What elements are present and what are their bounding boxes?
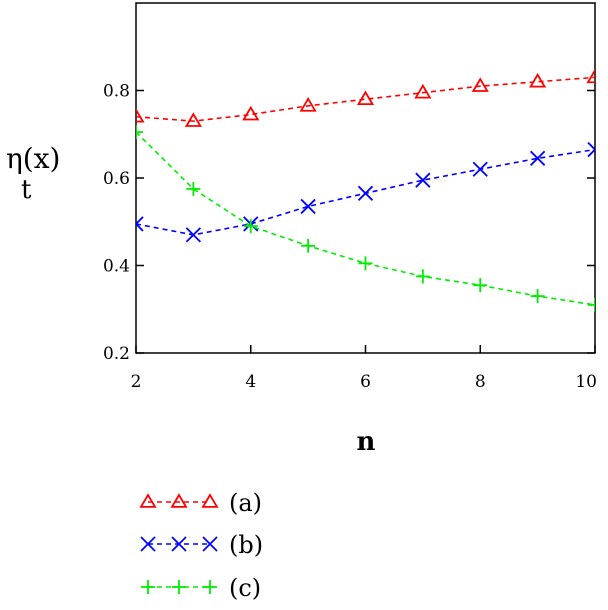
- y-axis-label: η(x): [6, 142, 60, 175]
- triangle-marker: [170, 493, 188, 508]
- data-point: [170, 493, 188, 508]
- data-point: [136, 125, 143, 140]
- data-point: [473, 278, 488, 293]
- legend: (a) (b) (c): [139, 489, 263, 602]
- series-plus: [136, 125, 595, 312]
- triangle-marker: [139, 493, 157, 508]
- y-tick-label: 0.8: [103, 82, 130, 102]
- data-point: [242, 105, 260, 121]
- series-line: [136, 76, 595, 122]
- legend-label: (b): [229, 531, 263, 559]
- data-point: [136, 107, 145, 123]
- data-point: [139, 493, 157, 508]
- data-point: [136, 216, 144, 232]
- triangle-marker: [414, 83, 432, 99]
- data-point: [301, 238, 316, 253]
- series-line: [136, 131, 595, 306]
- data-point: [202, 536, 218, 552]
- x-marker-stroke: [136, 222, 144, 232]
- y-axis-label-subscript: t: [21, 175, 32, 205]
- data-point: [415, 269, 430, 284]
- x-tick-label: 6: [360, 372, 371, 392]
- data-point: [140, 536, 156, 552]
- data-point: [201, 493, 219, 508]
- data-point: [184, 112, 202, 127]
- y-tick-label: 0.6: [103, 169, 130, 189]
- triangle-marker: [136, 107, 145, 123]
- triangle-marker: [242, 105, 260, 121]
- x-marker-stroke: [587, 141, 595, 151]
- triangle-marker: [586, 68, 595, 84]
- data-point: [588, 297, 595, 312]
- x-marker-stroke: [472, 161, 488, 177]
- data-point: [172, 580, 186, 594]
- x-axis-ticks: 2 4 6 8 10: [131, 345, 597, 392]
- data-point: [357, 185, 374, 201]
- x-tick-label: 8: [475, 372, 486, 392]
- x-tick-label: 10: [575, 372, 597, 392]
- triangle-marker: [471, 77, 489, 92]
- x-marker-stroke: [185, 227, 202, 243]
- y-tick-label: 0.4: [103, 257, 130, 277]
- data-point: [415, 172, 431, 188]
- data-point: [185, 227, 202, 243]
- series-triangle: [136, 68, 595, 127]
- x-marker-stroke: [202, 536, 218, 552]
- data-point: [186, 181, 201, 196]
- data-point: [471, 77, 489, 92]
- x-marker-stroke: [529, 150, 546, 166]
- data-point: [203, 580, 217, 594]
- plot-frame: [135, 2, 596, 354]
- triangle-marker: [299, 97, 317, 112]
- data-point: [171, 536, 187, 552]
- triangle-marker: [356, 90, 375, 106]
- data-point: [529, 150, 546, 166]
- data-point: [299, 97, 317, 112]
- series-layer: [136, 68, 595, 312]
- data-point: [587, 141, 595, 158]
- x-axis-label: n: [357, 427, 376, 457]
- data-point: [300, 198, 316, 215]
- y-axis-ticks: 0.2 0.4 0.6 0.8: [103, 82, 595, 364]
- data-point: [530, 289, 545, 304]
- x-marker-stroke: [140, 536, 156, 552]
- x-marker-stroke: [587, 148, 595, 158]
- legend-entry: (c): [141, 574, 261, 602]
- x-marker-stroke: [136, 216, 144, 226]
- x-marker-stroke: [415, 172, 431, 188]
- x-marker-stroke: [357, 185, 374, 201]
- legend-label: (a): [229, 489, 262, 517]
- x-tick-label: 4: [245, 372, 256, 392]
- data-point: [358, 256, 373, 271]
- legend-entry: (a): [139, 489, 262, 517]
- triangle-marker: [201, 493, 219, 508]
- data-point: [529, 72, 547, 88]
- data-point: [586, 68, 595, 84]
- series-clip-group: [136, 68, 595, 312]
- data-point: [472, 161, 488, 177]
- legend-entry: (b): [140, 531, 263, 559]
- legend-label: (c): [229, 574, 261, 602]
- data-point: [414, 83, 432, 99]
- triangle-marker: [529, 72, 547, 88]
- x-tick-label: 2: [131, 372, 142, 392]
- data-point: [243, 219, 258, 234]
- y-tick-label: 0.2: [103, 344, 130, 364]
- data-point: [141, 580, 155, 594]
- data-point: [356, 90, 375, 106]
- series-x: [136, 141, 595, 243]
- x-marker-stroke: [171, 536, 187, 552]
- x-marker-stroke: [300, 198, 316, 215]
- triangle-marker: [184, 112, 202, 127]
